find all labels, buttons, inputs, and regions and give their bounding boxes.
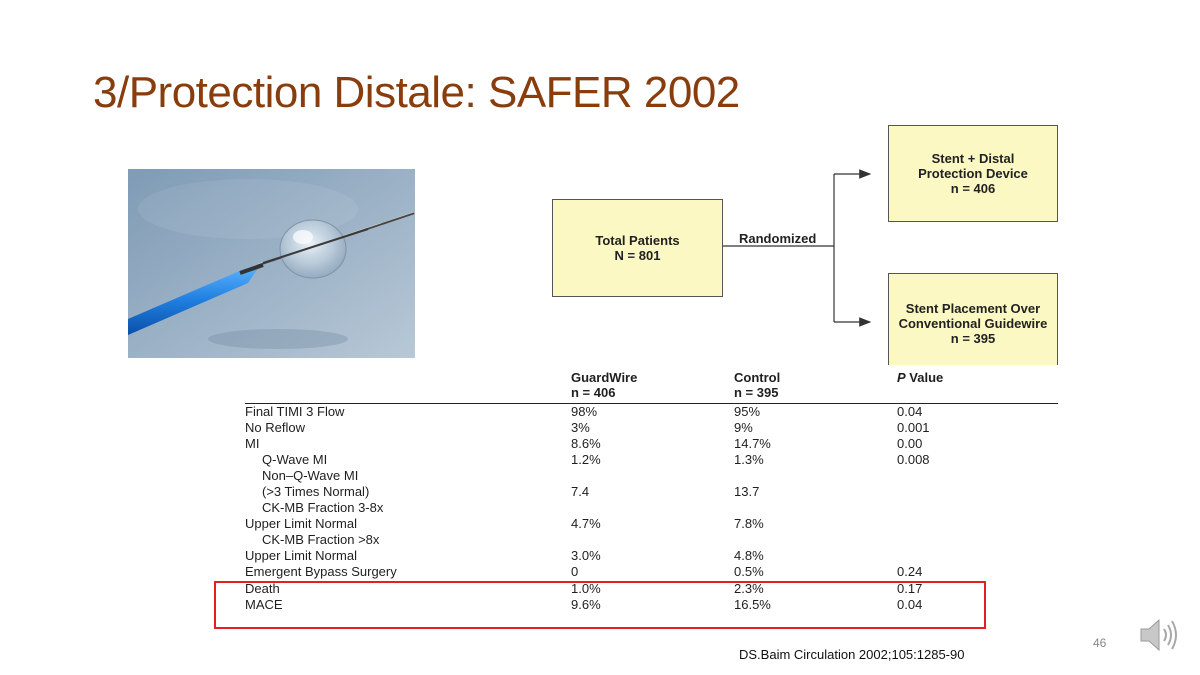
total-patients-count: N = 801 [614,248,661,263]
header-rule [245,403,1058,404]
table-row: (>3 Times Normal) 7.4 13.7 [262,484,760,499]
arm-a-line2: Protection Device [918,166,1028,181]
figure-crop-edge [540,365,1100,377]
table-row: CK-MB Fraction 3-8x [262,500,384,515]
table-row: No Reflow 3% 9% 0.001 [245,420,930,435]
table-row: Non–Q-Wave MI [262,468,359,483]
arm-b-count: n = 395 [950,330,996,346]
arm-b-line1: Stent Placement Over [905,300,1041,316]
arm-a-line1: Stent + Distal [931,151,1015,166]
table-row: Upper Limit Normal 3.0% 4.8% [245,548,764,563]
table-row: Final TIMI 3 Flow 98% 95% 0.04 [245,404,923,419]
arm-distal-protection-box: Stent + Distal Protection Device n = 406 [888,125,1058,222]
slide-title: 3/Protection Distale: SAFER 2002 [93,68,740,117]
total-patients-label: Total Patients [595,233,680,248]
guidewire-balloon-photo [128,169,415,358]
randomized-label: Randomized [739,231,817,246]
total-patients-box: Total Patients N = 801 [552,199,723,297]
randomization-arrows [723,169,872,327]
speaker-icon[interactable] [1137,614,1181,656]
header-control: Control n = 395 [734,370,781,400]
p-italic: P [897,370,906,385]
arm-conventional-box: Stent Placement Over Conventional Guidew… [888,273,1058,373]
header-p-value: P Value [897,370,944,385]
table-row: Emergent Bypass Surgery 0 0.5% 0.24 [245,564,923,579]
table-row: CK-MB Fraction >8x [262,532,380,547]
arm-b-line2: Conventional Guidewire [898,315,1048,331]
table-row: Upper Limit Normal 4.7% 7.8% [245,516,764,531]
table-row: Q-Wave MI 1.2% 1.3% 0.008 [262,452,930,467]
citation: DS.Baim Circulation 2002;105:1285-90 [739,647,965,662]
table-row-death: Death 1.0% 2.3% 0.17 [245,581,923,596]
table-row: MI 8.6% 14.7% 0.00 [245,436,923,451]
header-guardwire: GuardWire n = 406 [571,370,638,400]
page-number: 46 [1093,636,1107,650]
table-row-mace: MACE 9.6% 16.5% 0.04 [245,597,923,612]
arm-a-count: n = 406 [950,181,996,196]
highlight-box [214,581,986,629]
